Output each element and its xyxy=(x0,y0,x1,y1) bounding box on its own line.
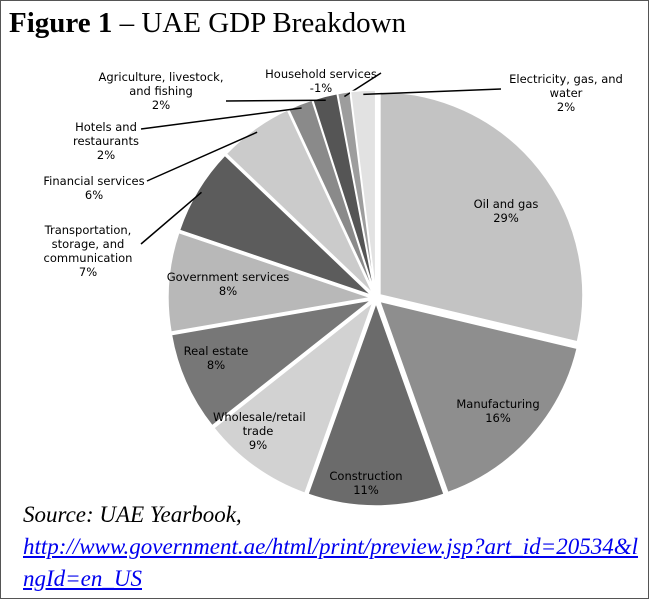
value-label: -1% xyxy=(309,81,333,95)
slice-label: Construction 11% xyxy=(316,469,416,497)
slice-label: Manufacturing 16% xyxy=(443,397,553,425)
leader-line xyxy=(146,131,258,182)
slice-label: Transportation, storage, and communicati… xyxy=(31,223,146,279)
category-label: Electricity, gas, and water xyxy=(509,72,623,100)
value-label: 2% xyxy=(151,98,171,112)
slice-label: Electricity, gas, and water 2% xyxy=(501,72,631,114)
pie-slice xyxy=(379,91,584,343)
pie-slice xyxy=(306,300,446,507)
slice-label: Financial services 6% xyxy=(39,174,149,202)
value-label: 8% xyxy=(218,284,238,298)
figure-label: Figure 1 xyxy=(9,7,113,39)
slice-label: Oil and gas 29% xyxy=(451,197,561,225)
pie-slice xyxy=(170,299,372,427)
slice-label: Household services -1% xyxy=(256,67,386,95)
category-label: Government services xyxy=(166,270,290,284)
value-label: 29% xyxy=(493,211,519,225)
value-label: 2% xyxy=(556,100,576,114)
title-text: – UAE GDP Breakdown xyxy=(119,7,407,39)
value-label: 9% xyxy=(248,438,268,452)
category-label: Transportation, storage, and communicati… xyxy=(43,223,133,265)
pie-slice xyxy=(167,231,372,334)
slice-label: Real estate 8% xyxy=(171,344,261,372)
category-label: Wholesale/retail trade xyxy=(213,410,306,438)
category-label: Oil and gas xyxy=(473,197,539,211)
category-label: Real estate xyxy=(183,344,249,358)
category-label: Financial services xyxy=(43,174,145,188)
slice-label: Hotels and restaurants 2% xyxy=(61,120,151,162)
leader-line xyxy=(140,107,302,130)
value-label: 11% xyxy=(353,483,379,497)
category-label: Construction xyxy=(329,469,403,483)
slice-label: Wholesale/retail trade 9% xyxy=(213,410,306,452)
category-label: Manufacturing xyxy=(456,397,540,411)
slice-label: Agriculture, livestock, and fishing 2% xyxy=(86,70,236,112)
category-label: Hotels and restaurants xyxy=(73,120,139,148)
source: Source: UAE Yearbook, http://www.governme… xyxy=(23,499,643,595)
figure-title: Figure 1 – UAE GDP Breakdown xyxy=(9,7,406,40)
pie-slice xyxy=(212,299,375,495)
source-link[interactable]: http://www.government.ae/html/print/prev… xyxy=(23,534,638,591)
leader-line xyxy=(140,191,202,245)
value-label: 6% xyxy=(84,188,104,202)
value-label: 7% xyxy=(78,265,98,279)
pie-slice xyxy=(349,89,377,294)
pie-slice xyxy=(178,154,373,297)
leader-line xyxy=(225,99,326,102)
value-label: 2% xyxy=(96,148,116,162)
category-label: Household services xyxy=(265,67,377,81)
slice-label: Government services 8% xyxy=(163,270,293,298)
category-label: Agriculture, livestock, and fishing xyxy=(98,70,224,98)
pie-slice xyxy=(378,300,579,494)
value-label: 16% xyxy=(485,411,511,425)
leader-line xyxy=(363,88,502,96)
value-label: 8% xyxy=(206,358,226,372)
source-text: Source: UAE Yearbook, xyxy=(23,502,242,527)
